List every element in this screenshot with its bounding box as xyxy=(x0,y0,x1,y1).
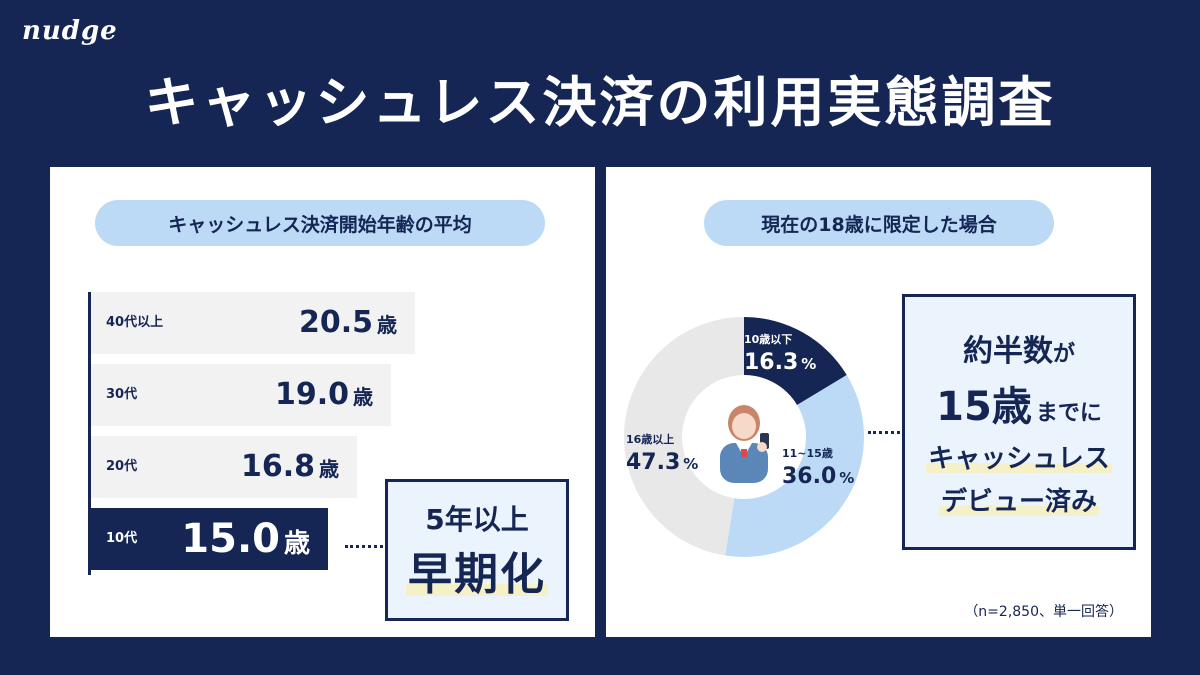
bar xyxy=(91,364,391,426)
bar-row: 10代 15.0 歳 xyxy=(91,508,328,570)
callout-row-1: 約半数が xyxy=(963,326,1075,370)
highlight-marker xyxy=(926,463,1112,473)
bar-value-label: 16.8 歳 xyxy=(240,449,339,484)
slice-value-label: 36.0% xyxy=(782,464,854,489)
bar-value-label: 15.0 歳 xyxy=(181,516,310,562)
slice-value-label: 47.3% xyxy=(626,450,698,475)
right-panel-heading: 現在の18歳に限定した場合 xyxy=(704,200,1054,246)
bar-category-label: 20代 xyxy=(106,459,138,474)
callout-row-3-text: キャッシュレス xyxy=(928,444,1110,474)
callout-line-2-text: 早期化 xyxy=(408,549,546,600)
bar-chart-axis xyxy=(88,292,91,575)
donut-slice xyxy=(744,317,847,405)
callout-connector xyxy=(345,545,383,548)
bar-category-label: 10代 xyxy=(106,531,138,546)
bar xyxy=(91,292,415,354)
bar xyxy=(91,436,357,498)
callout-line-2: 早期化 xyxy=(406,538,548,602)
donut-chart: 10歳以下 16.3 % 11~15歳 36.0 % 16歳以上 47.3% xyxy=(624,317,864,557)
bar-row: 40代以上 20.5 歳 xyxy=(91,292,415,354)
slice-category-label: 10歳以下 xyxy=(744,332,792,346)
left-panel: キャッシュレス決済開始年齢の平均 40代以上 20.5 歳 30代 19.0 歳 20代 16… xyxy=(50,167,595,637)
bar-row: 30代 19.0 歳 xyxy=(91,364,391,426)
early-adoption-callout: 5年以上 早期化 xyxy=(385,479,569,621)
highlight-marker xyxy=(938,506,1099,516)
callout-connector-right xyxy=(868,431,900,434)
bar-category-label: 40代以上 xyxy=(106,315,164,330)
bar-category-label: 30代 xyxy=(106,387,138,402)
slice-category-label: 16歳以上 xyxy=(626,432,674,446)
bar-value-label: 20.5 歳 xyxy=(298,305,397,340)
right-panel: 現在の18歳に限定した場合 10歳以下 16.3% 11~15歳 36.0% 16歳以上… xyxy=(606,167,1151,637)
highlight-marker xyxy=(406,584,548,596)
callout-row-4-text: デビュー済み xyxy=(940,487,1097,517)
callout-row-2-suffix: までに xyxy=(1035,401,1102,426)
sample-size-footnote: （n=2,850、単一回答） xyxy=(964,604,1123,620)
callout-row-4: デビュー済み xyxy=(938,481,1099,518)
callout-row-2: 15歳 までに xyxy=(936,374,1102,432)
callout-line-1: 5年以上 xyxy=(425,503,529,536)
donut-slice xyxy=(624,317,744,556)
person-with-phone-icon xyxy=(720,405,769,483)
debut-callout: 約半数が 15歳 までに キャッシュレス デビュー済み xyxy=(902,294,1136,550)
bar xyxy=(91,508,328,570)
slice-category-label: 11~15歳 xyxy=(782,446,833,460)
donut-slice xyxy=(725,375,864,557)
page-title: キャッシュレス決済の利用実態調査 xyxy=(144,71,1056,134)
nudge-logo: nudge xyxy=(22,16,118,46)
callout-row-2-main: 15歳 xyxy=(936,384,1032,430)
callout-row-1-main: 約半数 xyxy=(962,334,1053,369)
callout-row-1-suffix: が xyxy=(1052,342,1075,367)
callout-row-3: キャッシュレス xyxy=(926,438,1112,475)
left-panel-heading: キャッシュレス決済開始年齢の平均 xyxy=(95,200,545,246)
slice-value-label: 16.3% xyxy=(744,350,816,375)
bar-row: 20代 16.8 歳 xyxy=(91,436,357,498)
bar-value-label: 19.0 歳 xyxy=(274,377,373,412)
